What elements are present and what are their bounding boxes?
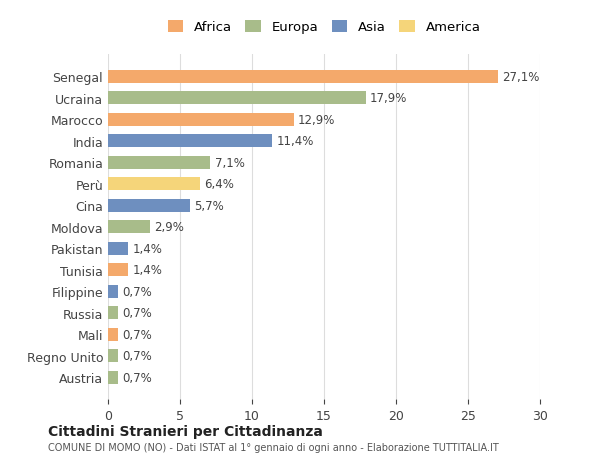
Text: 5,7%: 5,7% <box>194 199 224 212</box>
Text: 0,7%: 0,7% <box>122 285 152 298</box>
Bar <box>108 285 118 298</box>
Text: 0,7%: 0,7% <box>122 307 152 319</box>
Bar <box>108 242 128 255</box>
Bar <box>108 92 366 105</box>
Legend: Africa, Europa, Asia, America: Africa, Europa, Asia, America <box>164 17 484 38</box>
Bar <box>108 371 118 384</box>
Text: 0,7%: 0,7% <box>122 328 152 341</box>
Bar <box>108 263 128 276</box>
Bar <box>108 199 190 212</box>
Bar <box>108 157 210 169</box>
Text: 0,7%: 0,7% <box>122 371 152 384</box>
Text: 6,4%: 6,4% <box>205 178 235 191</box>
Bar <box>108 178 200 191</box>
Text: 12,9%: 12,9% <box>298 113 335 127</box>
Bar <box>108 135 272 148</box>
Text: 7,1%: 7,1% <box>215 157 244 169</box>
Text: 1,4%: 1,4% <box>133 263 163 277</box>
Bar <box>108 113 294 127</box>
Bar <box>108 71 498 84</box>
Text: 27,1%: 27,1% <box>503 71 540 84</box>
Text: Cittadini Stranieri per Cittadinanza: Cittadini Stranieri per Cittadinanza <box>48 425 323 438</box>
Text: 1,4%: 1,4% <box>133 242 163 255</box>
Text: 0,7%: 0,7% <box>122 349 152 362</box>
Text: 11,4%: 11,4% <box>277 135 314 148</box>
Text: 2,9%: 2,9% <box>154 221 184 234</box>
Bar <box>108 221 150 234</box>
Text: COMUNE DI MOMO (NO) - Dati ISTAT al 1° gennaio di ogni anno - Elaborazione TUTTI: COMUNE DI MOMO (NO) - Dati ISTAT al 1° g… <box>48 442 499 452</box>
Text: 17,9%: 17,9% <box>370 92 407 105</box>
Bar <box>108 307 118 319</box>
Bar <box>108 349 118 362</box>
Bar <box>108 328 118 341</box>
